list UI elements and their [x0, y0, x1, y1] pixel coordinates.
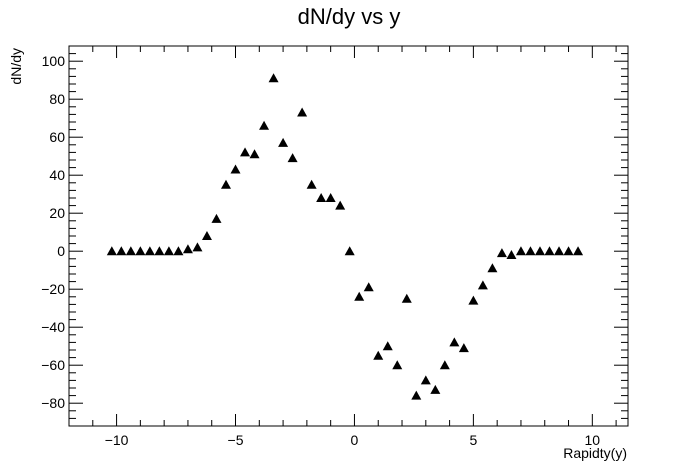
data-point [525, 246, 536, 256]
data-point [554, 246, 565, 256]
y-tick-label: 80 [49, 91, 65, 107]
x-axis-title: Rapidty(y) [563, 445, 627, 461]
chart-title: dN/dy vs y [298, 4, 401, 29]
data-point [106, 246, 117, 256]
data-point [449, 337, 460, 347]
data-point [335, 200, 346, 210]
data-point [373, 350, 384, 360]
data-point [240, 147, 251, 157]
data-point [477, 280, 488, 290]
y-tick-label: −80 [41, 395, 65, 411]
data-point [192, 242, 203, 252]
data-point [401, 293, 412, 303]
y-tick-label: 0 [57, 243, 65, 259]
data-point [439, 360, 450, 370]
data-point [392, 360, 403, 370]
x-tick-label: 5 [469, 432, 477, 448]
data-point [382, 341, 393, 351]
data-point [515, 246, 526, 256]
data-point [563, 246, 574, 256]
x-axis: −10 −5 0 5 10 [68, 46, 617, 448]
data-point [249, 149, 260, 159]
data-point [201, 231, 212, 240]
data-point [496, 248, 507, 258]
data-point [363, 282, 374, 292]
data-point [506, 250, 517, 259]
x-tick-label: −5 [228, 432, 244, 448]
data-point [144, 246, 155, 256]
x-tick-label: 0 [351, 432, 359, 448]
y-tick-label: −20 [41, 281, 65, 297]
y-tick-label: 20 [49, 205, 65, 221]
data-point [344, 246, 355, 256]
data-point [287, 153, 298, 163]
data-point [468, 295, 479, 305]
data-point [125, 246, 136, 256]
y-tick-label: 60 [49, 129, 65, 145]
data-point [544, 246, 555, 256]
data-point [354, 291, 365, 301]
data-point [268, 73, 279, 83]
data-point [430, 384, 441, 394]
y-tick-label: 40 [49, 167, 65, 183]
data-point [173, 246, 184, 256]
data-point [220, 179, 231, 189]
x-tick-label: −10 [105, 432, 129, 448]
data-point [458, 343, 469, 353]
data-point [534, 246, 545, 256]
data-point [182, 244, 193, 254]
x-tick-label: 10 [585, 432, 601, 448]
data-point [306, 179, 317, 189]
data-point [211, 213, 222, 223]
y-axis: −80 −60 −40 −20 0 20 40 60 80 100 [41, 45, 628, 427]
y-axis-title: dN/dy [8, 48, 24, 85]
data-point [154, 246, 165, 256]
data-markers [106, 73, 584, 400]
data-point [116, 246, 127, 256]
data-point [163, 246, 174, 256]
plot-frame [68, 45, 629, 427]
data-point [259, 120, 270, 130]
data-point [325, 193, 336, 202]
data-point [411, 390, 422, 400]
y-tick-label: −40 [41, 319, 65, 335]
data-point [230, 164, 241, 174]
y-tick-label: −60 [41, 357, 65, 373]
data-point [316, 193, 327, 202]
y-tick-label: 100 [42, 53, 66, 69]
data-point [135, 246, 146, 256]
data-point [420, 375, 431, 385]
data-point [278, 137, 289, 147]
data-point [297, 107, 308, 117]
data-point [573, 246, 584, 256]
data-point [487, 263, 498, 273]
